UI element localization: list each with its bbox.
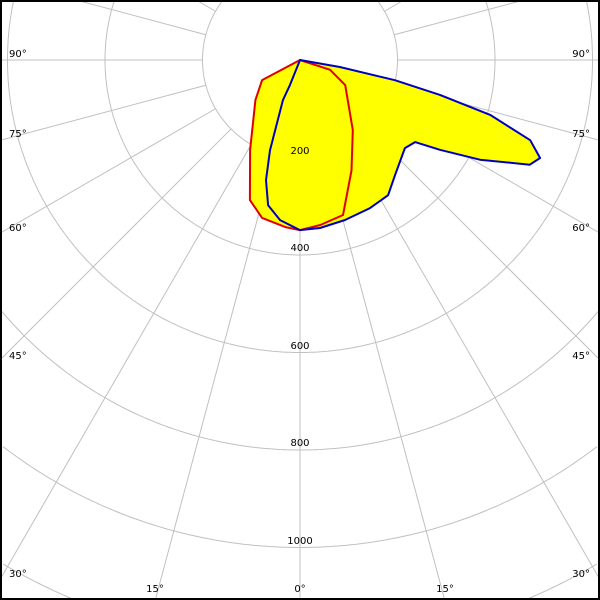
angle-label-45-right: 45° <box>572 351 590 362</box>
labels-layer: 200 400 600 800 1000 0° 15° 15° 30° 30° … <box>9 49 590 595</box>
angle-label-15-right: 15° <box>436 584 454 595</box>
grid-ring-1200 <box>528 563 598 599</box>
grid-ray-45 <box>368 128 600 361</box>
series-layer <box>248 59 542 232</box>
angle-label-45-left: 45° <box>9 351 27 362</box>
grid-ray-315 <box>0 128 232 361</box>
grid-ray-330 <box>0 144 252 580</box>
radial-label-800: 800 <box>290 438 309 449</box>
grid-ring-600-part1 <box>7 1 300 353</box>
angle-label-75-right: 75° <box>572 129 590 140</box>
grid-ring-1000-part1 <box>2 446 300 548</box>
grid-ring-800-part1 <box>0 310 300 451</box>
radial-label-1000: 1000 <box>287 536 312 547</box>
angle-label-15-left: 15° <box>146 584 164 595</box>
grid-ray-15 <box>324 154 446 600</box>
radial-label-400: 400 <box>290 243 309 254</box>
grid-ray-285 <box>0 84 206 141</box>
grid-ray-30 <box>348 144 600 580</box>
angle-label-60-left: 60° <box>9 223 27 234</box>
grid-ray-300 <box>0 108 216 234</box>
angle-label-30-right: 30° <box>572 569 590 580</box>
grid-ring-400-part1 <box>104 1 300 256</box>
angle-label-90-left: 90° <box>9 49 27 60</box>
radial-label-600: 600 <box>290 341 309 352</box>
angle-label-0: 0° <box>294 584 305 595</box>
grid-ring-800 <box>300 310 600 451</box>
angle-label-90-right: 90° <box>572 49 590 60</box>
grid-ring-1200-part1 <box>2 563 72 599</box>
angle-label-75-left: 75° <box>9 129 27 140</box>
series-fill-1 <box>266 60 541 231</box>
grid-ray-345 <box>154 154 276 600</box>
grid-ring-400 <box>300 1 496 256</box>
series-line-1 <box>265 59 542 232</box>
radial-label-200: 200 <box>290 146 309 157</box>
angle-label-30-left: 30° <box>9 569 27 580</box>
angle-label-60-right: 60° <box>572 223 590 234</box>
grid-ring-1000 <box>300 446 598 548</box>
grid-ray-255 <box>75 0 206 36</box>
grid-ray-105 <box>394 0 525 36</box>
grid-ring-600 <box>300 1 593 353</box>
